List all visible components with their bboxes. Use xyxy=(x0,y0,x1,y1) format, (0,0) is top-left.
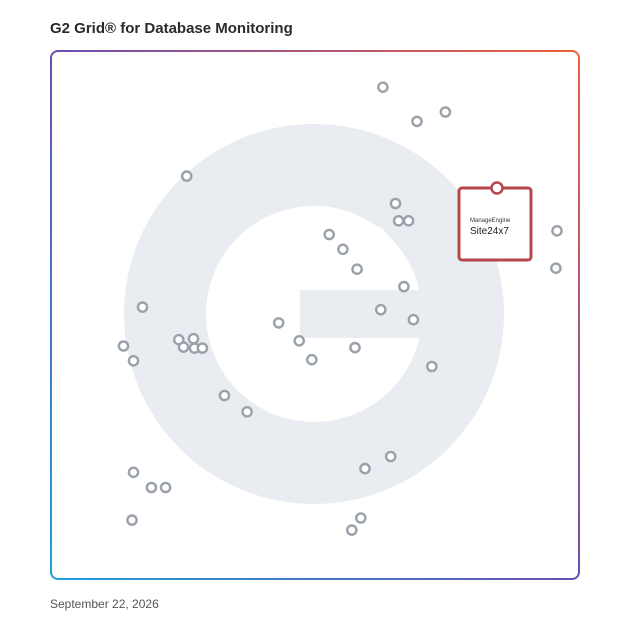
product-marker-13[interactable] xyxy=(550,262,562,275)
product-marker-2[interactable] xyxy=(439,106,452,118)
product-marker-34[interactable] xyxy=(145,481,158,494)
product-marker-10[interactable] xyxy=(551,224,563,237)
product-marker-12[interactable] xyxy=(398,280,410,293)
product-marker-31[interactable] xyxy=(384,450,397,463)
product-marker-8[interactable] xyxy=(323,228,336,241)
grid-border xyxy=(50,50,580,580)
product-marker-20[interactable] xyxy=(177,341,190,353)
product-marker-11[interactable] xyxy=(351,263,363,276)
product-marker-19[interactable] xyxy=(187,332,200,345)
product-marker-38[interactable] xyxy=(345,524,358,536)
highlight-card-box[interactable] xyxy=(457,186,533,262)
product-marker-16[interactable] xyxy=(407,313,420,326)
product-marker-17[interactable] xyxy=(272,317,285,329)
product-marker-36[interactable] xyxy=(126,514,138,526)
product-marker-28[interactable] xyxy=(425,360,438,373)
product-marker-35[interactable] xyxy=(159,481,172,494)
highlight-product-text: Site24x7 xyxy=(470,226,509,237)
product-marker-32[interactable] xyxy=(359,462,371,475)
product-marker-7[interactable] xyxy=(402,214,415,227)
product-marker-1[interactable] xyxy=(377,81,389,93)
product-marker-6[interactable] xyxy=(392,214,405,227)
product-marker-27[interactable] xyxy=(305,353,318,366)
chart-title: G2 Grid® for Database Monitoring xyxy=(50,20,293,37)
product-marker-5[interactable] xyxy=(389,197,402,210)
product-marker-24[interactable] xyxy=(117,340,130,352)
points-layer xyxy=(117,81,563,536)
product-marker-15[interactable] xyxy=(374,303,387,316)
highlight-card[interactable]: ManageEngine Site24x7 xyxy=(457,181,533,262)
product-marker-29[interactable] xyxy=(218,389,231,402)
product-marker-26[interactable] xyxy=(127,354,140,367)
product-marker-3[interactable] xyxy=(411,115,423,128)
product-marker-33[interactable] xyxy=(127,466,140,479)
highlight-brand-text: ManageEngine xyxy=(470,218,511,224)
product-marker-25[interactable] xyxy=(349,341,361,354)
product-marker-4[interactable] xyxy=(180,170,193,182)
highlight-marker[interactable] xyxy=(490,181,504,195)
product-marker-14[interactable] xyxy=(136,301,149,313)
product-marker-30[interactable] xyxy=(241,405,253,418)
product-marker-22[interactable] xyxy=(196,342,209,354)
product-marker-23[interactable] xyxy=(293,334,306,347)
product-marker-9[interactable] xyxy=(337,243,349,256)
g2-watermark: 2 xyxy=(124,124,504,504)
report-date: September 22, 2026 xyxy=(50,597,159,611)
product-marker-37[interactable] xyxy=(354,512,367,524)
